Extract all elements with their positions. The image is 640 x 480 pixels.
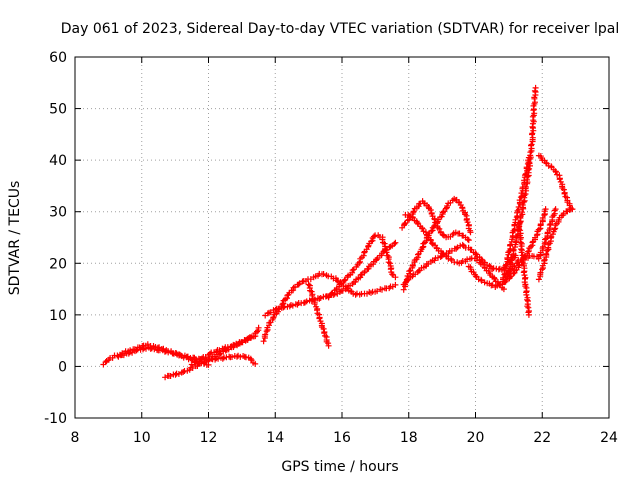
series-arc8 bbox=[325, 232, 399, 301]
chart-title: Day 061 of 2023, Sidereal Day-to-day VTE… bbox=[61, 21, 619, 37]
x-tick-label: 12 bbox=[200, 430, 218, 446]
x-tick-label: 24 bbox=[600, 430, 618, 446]
data-point-markers bbox=[325, 232, 399, 301]
data-point-markers bbox=[399, 198, 472, 244]
x-tick-label: 16 bbox=[333, 430, 351, 446]
series-arc16 bbox=[515, 219, 532, 318]
y-tick-label: 40 bbox=[49, 153, 67, 169]
y-tick-label: 10 bbox=[49, 308, 67, 324]
y-tick-label: -10 bbox=[44, 411, 67, 427]
data-point-markers bbox=[499, 154, 532, 288]
data-marks bbox=[100, 84, 576, 381]
x-tick-label: 22 bbox=[533, 430, 551, 446]
y-tick-label: 30 bbox=[49, 205, 67, 221]
series-arc19 bbox=[535, 206, 576, 283]
x-tick-label: 10 bbox=[133, 430, 151, 446]
y-tick-label: 60 bbox=[49, 50, 67, 66]
data-point-markers bbox=[188, 333, 255, 368]
series-arc4 bbox=[188, 333, 255, 368]
data-point-markers bbox=[535, 206, 576, 283]
series-arc12 bbox=[399, 198, 472, 244]
y-tick-label: 50 bbox=[49, 102, 67, 118]
series-arc6 bbox=[262, 239, 399, 319]
x-axis-ticks: 8 10 12 14 16 18 20 22 24 bbox=[71, 57, 618, 446]
x-axis-label: GPS time / hours bbox=[281, 459, 398, 475]
data-point-markers bbox=[402, 211, 507, 293]
series-arc10 bbox=[400, 195, 474, 293]
y-axis-ticks: -10 0 10 20 30 40 50 60 bbox=[44, 50, 609, 427]
series-arc11 bbox=[402, 211, 507, 293]
x-tick-label: 18 bbox=[400, 430, 418, 446]
data-point-markers bbox=[502, 206, 559, 280]
series-arc15 bbox=[499, 154, 532, 288]
data-point-markers bbox=[535, 152, 576, 213]
series-arc18 bbox=[535, 152, 576, 213]
data-point-markers bbox=[262, 239, 399, 319]
grid bbox=[75, 57, 609, 418]
y-tick-label: 0 bbox=[58, 359, 67, 375]
data-point-markers bbox=[515, 219, 532, 318]
data-point-markers bbox=[400, 195, 474, 293]
y-tick-label: 20 bbox=[49, 256, 67, 272]
x-tick-label: 14 bbox=[266, 430, 284, 446]
y-axis-label: SDTVAR / TECUs bbox=[7, 181, 23, 296]
series-arc7 bbox=[305, 281, 332, 349]
series-arc17 bbox=[502, 206, 559, 280]
data-point-markers bbox=[305, 281, 332, 349]
x-tick-label: 20 bbox=[467, 430, 485, 446]
x-tick-label: 8 bbox=[71, 430, 80, 446]
